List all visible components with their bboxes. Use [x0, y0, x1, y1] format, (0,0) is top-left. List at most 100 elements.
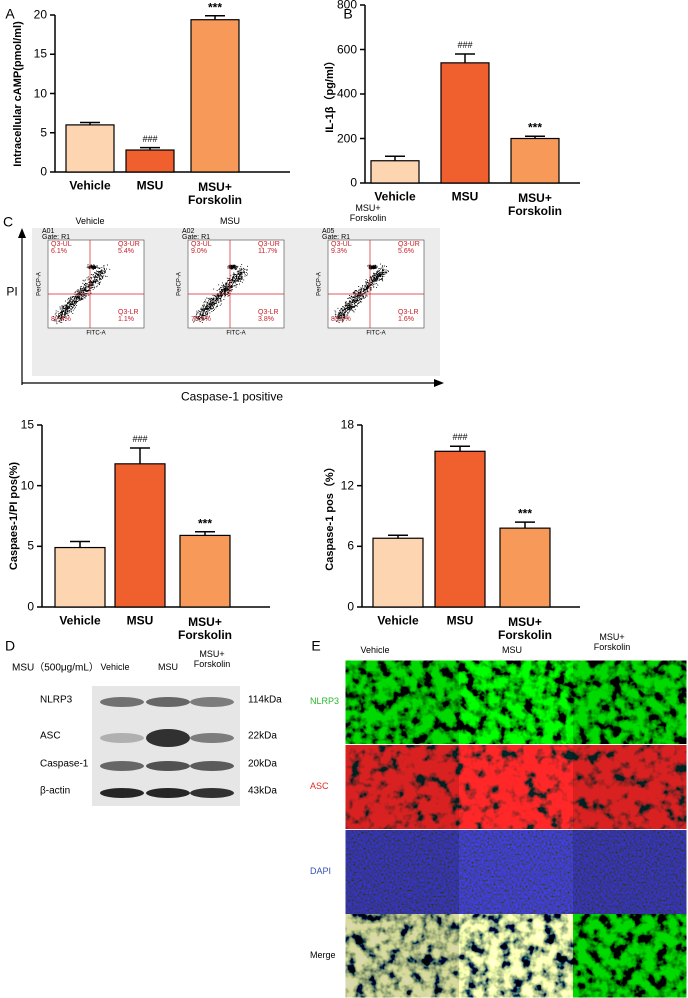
- quadrant-label: Q3-UR: [398, 241, 420, 249]
- panel-letter: A: [5, 5, 15, 22]
- y-tick-label: 10: [33, 85, 47, 100]
- micrograph: [345, 660, 459, 744]
- bar: [190, 19, 240, 173]
- blot-band: [100, 733, 144, 743]
- well-label: A01: [42, 228, 55, 236]
- arrow-head: [434, 379, 444, 387]
- y-tick-label: 0: [347, 599, 354, 614]
- x-tick-label: Vehicle: [377, 613, 419, 628]
- annotation: ###: [457, 39, 473, 50]
- row-label: DAPI: [310, 866, 332, 877]
- micrograph: [459, 830, 573, 914]
- panel-letter: C: [2, 213, 14, 230]
- quadrant-pct: 5.4%: [118, 248, 134, 256]
- bar: [499, 527, 551, 608]
- blot-band: [100, 761, 144, 771]
- y-tick-label: 6: [347, 538, 354, 553]
- quadrant-label: Q3-LR: [118, 309, 139, 317]
- annotation: ***: [207, 0, 223, 15]
- blot-band: [190, 697, 234, 707]
- size-label: 20kDa: [248, 758, 277, 770]
- x-tick-label: MSU: [451, 189, 479, 204]
- gate-label: Gate: R1: [322, 234, 351, 242]
- x-tick-label: MSU: [126, 613, 154, 628]
- bar: [370, 160, 420, 184]
- blot-band: [146, 729, 190, 747]
- scatter-dots: [53, 264, 111, 325]
- blot-band: [190, 788, 234, 798]
- y-tick-label: 5: [27, 538, 34, 553]
- bar: [54, 546, 106, 608]
- y-tick-label: 0: [40, 164, 47, 179]
- quadrant-pct: 5.6%: [398, 248, 414, 256]
- scatter-dots: [333, 263, 389, 323]
- bar: [510, 137, 560, 184]
- micrograph: [573, 745, 687, 829]
- column-label: Vehicle: [360, 645, 390, 656]
- axis-label: PerCP-A: [176, 272, 183, 296]
- quadrant-label: Q3-UL: [51, 241, 72, 249]
- quadrant-label: Q3-LR: [398, 309, 419, 317]
- x-tick-label: MSU+ Forskolin: [177, 614, 233, 642]
- panel-letter: E: [311, 637, 321, 654]
- annotation: ***: [517, 506, 533, 521]
- quadrant-pct: 9.3%: [331, 248, 347, 256]
- y-tick-label: 15: [33, 46, 47, 61]
- blot-band: [146, 788, 190, 798]
- panel-letter: D: [4, 637, 16, 654]
- quadrant-pct: 87.4%: [51, 316, 71, 324]
- quadrant-label: Q3-LR: [258, 309, 279, 317]
- bar: [372, 537, 424, 608]
- x-tick-label: Vehicle: [374, 189, 416, 204]
- size-label: 22kDa: [248, 730, 277, 742]
- annotation: ###: [142, 133, 158, 144]
- axis-title: Caspase-1 positive: [180, 389, 284, 404]
- blot-band: [190, 761, 234, 771]
- y-tick-label: 200: [336, 130, 357, 145]
- quadrant-label: Q3-UL: [331, 241, 352, 249]
- axis-label: FITC-A: [366, 330, 386, 337]
- bar: [179, 534, 231, 608]
- quadrant-pct: 83.5%: [331, 316, 351, 324]
- well-label: A02: [182, 228, 195, 236]
- y-tick-label: 400: [336, 86, 357, 101]
- annotation: ***: [197, 516, 213, 531]
- y-tick-label: 12: [340, 478, 354, 493]
- micrograph: [573, 660, 687, 744]
- arrow-head: [18, 228, 26, 238]
- x-tick-label: MSU+ Forskolin: [497, 614, 553, 642]
- blot-band: [100, 697, 144, 707]
- quadrant-label: Q3-UR: [118, 241, 140, 249]
- x-tick-label: MSU: [136, 178, 164, 193]
- bar: [114, 463, 166, 608]
- y-axis-title: Intracellular cAMP(pmol/ml): [11, 20, 24, 167]
- axis-label: FITC-A: [226, 330, 246, 337]
- panel-letter: B: [343, 5, 353, 22]
- bar: [440, 62, 490, 184]
- column-label: Vehicle: [75, 216, 105, 227]
- axis-label: FITC-A: [86, 330, 106, 337]
- bar: [125, 149, 175, 173]
- row-label: Merge: [310, 950, 336, 961]
- quadrant-pct: 1.6%: [398, 316, 414, 324]
- x-tick-label: MSU+ Forskolin: [507, 190, 563, 218]
- annotation: ###: [452, 432, 468, 443]
- quadrant-pct: 3.8%: [258, 316, 274, 324]
- y-axis-title: Caspase-1 pos（%）: [323, 461, 336, 571]
- annotation: ###: [132, 434, 148, 445]
- bar: [434, 450, 486, 608]
- column-label: MSU+ Forskolin: [593, 632, 631, 652]
- annotation: ***: [527, 120, 543, 135]
- protein-label: ASC: [40, 730, 61, 742]
- micrograph: [345, 830, 459, 914]
- x-tick-label: Vehicle: [59, 613, 101, 628]
- treatment-label: MSU（500μg/mL）: [12, 662, 99, 674]
- y-tick-label: 18: [340, 417, 354, 432]
- micrograph: [573, 830, 687, 914]
- row-label: NLRP3: [310, 696, 340, 707]
- protein-label: β-actin: [40, 785, 71, 797]
- y-tick-label: 600: [336, 41, 357, 56]
- y-axis-title: IL-1β（pg/ml）: [323, 55, 336, 133]
- y-tick-label: 800: [336, 0, 357, 12]
